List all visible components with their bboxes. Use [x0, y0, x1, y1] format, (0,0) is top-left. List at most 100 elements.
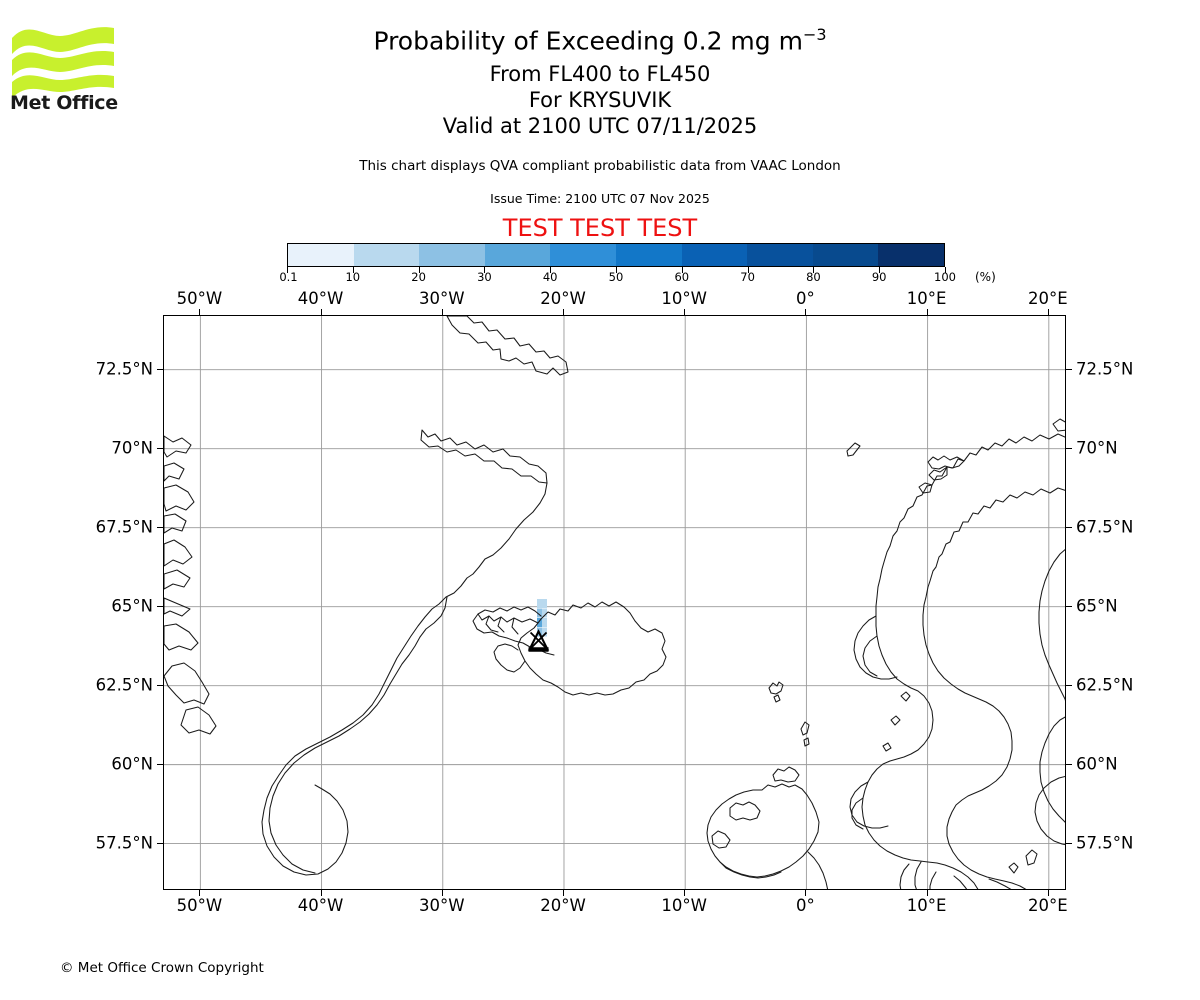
subtitle-valid-time: Valid at 2100 UTC 07/11/2025 [442, 114, 758, 138]
colorbar-tick-label: 20 [411, 270, 426, 284]
colorbar-segment-9 [878, 244, 944, 266]
colorbar-tick [879, 267, 881, 273]
axis-tick [684, 890, 686, 896]
latitude-tick-label: 72.5°N [95, 359, 153, 379]
colorbar-segment-7 [747, 244, 813, 266]
axis-tick [441, 309, 443, 315]
met-office-logo [10, 22, 120, 112]
volcano-marker-layer [527, 629, 550, 652]
axis-tick [157, 368, 163, 370]
latitude-tick-label: 60°N [1076, 754, 1118, 774]
axis-tick [1066, 763, 1072, 765]
colorbar-tick-label: 50 [608, 270, 624, 284]
longitude-tick-label: 40°W [297, 896, 344, 915]
colorbar-tick [747, 267, 749, 273]
colorbar-tick-label: 60 [674, 270, 690, 284]
latitude-tick-label: 67.5°N [1076, 517, 1134, 537]
coastlines [164, 316, 1065, 889]
latitude-tick-label: 67.5°N [95, 517, 153, 537]
issue-time-label: Issue Time: 2100 UTC 07 Nov 2025 [490, 191, 710, 206]
colorbar-tick [418, 267, 420, 273]
latitude-tick-label: 57.5°N [95, 833, 153, 853]
colorbar-segment-0 [288, 244, 354, 266]
test-banner: TEST TEST TEST [502, 214, 698, 242]
latitude-tick-label: 70°N [111, 438, 153, 458]
longitude-tick-label: 30°W [418, 289, 465, 308]
ash-probability-cell [542, 627, 548, 637]
page-title: Probability of Exceeding 0.2 mg m−3 [0, 25, 1200, 55]
axis-tick [805, 309, 807, 315]
colorbar-tick [484, 267, 486, 273]
axis-tick [320, 890, 322, 896]
longitude-tick-label: 20°W [540, 289, 586, 308]
colorbar-unit-label: (%) [975, 270, 996, 284]
colorbar-tick-label: 0.1 [279, 270, 298, 284]
colorbar-segment-2 [419, 244, 485, 266]
longitude-tick-label: 40°W [297, 289, 344, 308]
colorbar-tick-labels: 0.1 10 20 30 40 50 60 70 80 90 100 [279, 270, 956, 288]
ash-probability-cell [537, 599, 543, 608]
subtitle-volcano: For KRYSUVIK [528, 88, 672, 112]
longitude-tick-label: 10°W [661, 289, 707, 308]
colorbar-segment-3 [484, 244, 551, 266]
axis-tick [562, 309, 564, 315]
met-office-wordmark: Met Office [10, 92, 118, 114]
copyright-notice: © Met Office Crown Copyright [60, 960, 264, 976]
axis-tick [926, 890, 928, 896]
axis-tick [157, 684, 163, 686]
axis-tick [157, 842, 163, 844]
longitude-tick-label: 0° [796, 289, 815, 308]
colorbar-tick [352, 267, 354, 273]
axis-tick [157, 763, 163, 765]
axis-tick [157, 605, 163, 607]
colorbar-tick [616, 267, 617, 273]
colorbar-segment-1 [353, 244, 420, 266]
colorbar-ticks [287, 267, 946, 277]
axis-tick [320, 309, 322, 315]
colorbar-tick-label: 10 [345, 270, 361, 284]
latitude-tick-label: 70°N [1076, 438, 1118, 458]
longitude-tick-label: 0° [796, 896, 815, 915]
map-gridlines [164, 316, 1065, 889]
colorbar-tick [945, 267, 946, 273]
colorbar-segment-5 [615, 244, 682, 266]
colorbar [287, 243, 945, 267]
colorbar-segment-4 [550, 244, 616, 266]
axis-tick [157, 447, 163, 449]
axis-tick [199, 309, 201, 315]
longitude-tick-label: 10°E [906, 896, 947, 915]
colorbar-segment-8 [812, 244, 879, 266]
axis-tick [684, 309, 686, 315]
axis-tick [1066, 368, 1072, 370]
ash-probability-cell [542, 599, 548, 608]
colorbar-tick [287, 267, 288, 273]
longitude-tick-label: 50°W [176, 896, 223, 915]
volcano-marker [527, 629, 550, 652]
axis-tick [199, 890, 201, 896]
latitude-tick-label: 72.5°N [1076, 359, 1134, 379]
axis-tick [805, 890, 807, 896]
latitude-tick-label: 65°N [1076, 596, 1118, 616]
axis-tick [562, 890, 564, 896]
axis-tick [1066, 526, 1072, 528]
axis-tick [1066, 605, 1072, 607]
colorbar-gradient [287, 243, 945, 267]
subtitle-flight-levels: From FL400 to FL450 [489, 62, 711, 86]
latitude-tick-label: 65°N [111, 596, 153, 616]
latitude-tick-label: 60°N [111, 754, 153, 774]
colorbar-tick-label: 30 [477, 270, 492, 284]
ash-probability-cell [537, 618, 543, 627]
latitude-tick-label: 62.5°N [95, 675, 153, 695]
axis-tick [1047, 309, 1049, 315]
map-plot-area [163, 315, 1066, 890]
axis-tick [1066, 842, 1072, 844]
colorbar-tick [681, 267, 683, 273]
longitude-tick-label: 50°W [176, 289, 223, 308]
colorbar-tick [813, 267, 815, 273]
axis-tick [926, 309, 928, 315]
colorbar-tick-label: 90 [871, 270, 887, 284]
axis-tick [1047, 890, 1049, 896]
colorbar-tick-label: 40 [542, 270, 558, 284]
longitude-tick-label: 20°E [1027, 289, 1068, 308]
longitude-tick-label: 10°W [661, 896, 707, 915]
